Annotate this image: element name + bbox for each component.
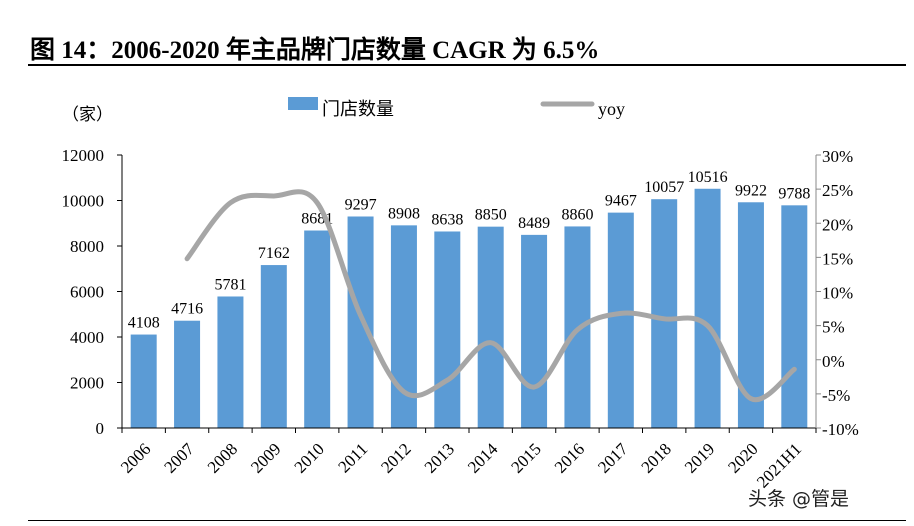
y-tick-label: 4000	[70, 328, 104, 347]
data-label-2006: 4108	[128, 315, 160, 332]
x-tick-label: 2009	[247, 439, 284, 476]
y-axis-unit: （家）	[62, 105, 113, 124]
x-tick-label: 2016	[551, 439, 588, 476]
x-tick-label: 2017	[594, 439, 632, 477]
y2-tick-label: 5%	[822, 318, 845, 337]
watermark: 头条 @管是	[748, 488, 850, 510]
legend-label-stores: 门店数量	[322, 99, 394, 119]
x-tick-label: 2014	[464, 439, 502, 477]
bar-2008	[217, 296, 244, 428]
x-tick-label: 2010	[291, 439, 328, 476]
bar-2015	[521, 234, 548, 428]
x-tick-label: 2015	[507, 439, 544, 476]
yoy-line	[184, 189, 797, 403]
data-label-2007: 4716	[171, 301, 203, 318]
data-label-2018: 10057	[644, 179, 684, 196]
data-label-2011: 9297	[345, 196, 377, 213]
y2-tick-label: -5%	[822, 386, 850, 405]
y2-tick-label: 30%	[822, 147, 853, 166]
bar-2007	[174, 320, 201, 428]
title-divider	[28, 64, 906, 66]
x-tick-label: 2007	[160, 439, 198, 477]
data-label-2016: 8860	[561, 206, 593, 223]
data-label-2009: 7162	[258, 245, 290, 262]
x-tick-label: 2011	[334, 439, 371, 476]
data-label-2012: 8908	[388, 205, 420, 222]
x-tick-label: 2018	[638, 439, 675, 476]
bottom-divider	[28, 520, 906, 521]
data-label-2020: 9922	[735, 182, 767, 199]
data-label-2013: 8638	[431, 211, 463, 228]
bar-2010	[304, 230, 331, 428]
y-tick-label: 10000	[62, 192, 105, 211]
data-label-2014: 8850	[475, 207, 507, 224]
legend-swatch-stores	[288, 97, 318, 110]
y-tick-label: 12000	[62, 146, 105, 165]
x-tick-label: 2013	[421, 439, 458, 476]
y2-tick-label: -10%	[822, 420, 859, 439]
x-tick-label: 2012	[377, 439, 414, 476]
x-tick-label: 2019	[681, 439, 718, 476]
data-label-2021H1: 9788	[778, 185, 810, 202]
bar-2006	[130, 334, 157, 428]
bar-2011	[347, 216, 374, 428]
legend-label-yoy: yoy	[598, 99, 625, 119]
y2-tick-label: 15%	[822, 249, 853, 268]
x-tick-label: 2008	[204, 439, 241, 476]
x-tick-label: 2006	[117, 439, 154, 476]
bar-2020	[737, 202, 764, 428]
bar-2009	[260, 265, 287, 428]
data-label-2015: 8489	[518, 215, 550, 232]
bar-2018	[651, 199, 678, 428]
x-tick-label: 2020	[724, 439, 761, 476]
data-label-2008: 5781	[214, 276, 246, 293]
y2-tick-label: 0%	[822, 352, 845, 371]
data-label-2017: 9467	[605, 193, 637, 210]
page-title: 图 14：2006-2020 年主品牌门店数量 CAGR 为 6.5%	[30, 37, 600, 64]
y2-tick-label: 10%	[822, 284, 853, 303]
y2-tick-label: 20%	[822, 215, 853, 234]
bar-2017	[607, 212, 634, 428]
y-tick-label: 0	[96, 419, 105, 438]
bar-2021H1	[781, 205, 808, 428]
data-label-2019: 10516	[688, 169, 728, 186]
y2-tick-label: 25%	[822, 181, 853, 200]
y-tick-label: 2000	[70, 374, 104, 393]
y-tick-label: 8000	[70, 237, 104, 256]
bar-2013	[434, 231, 461, 428]
y-tick-label: 6000	[70, 283, 104, 302]
bar-2014	[477, 226, 504, 428]
bar-2019	[694, 188, 721, 428]
